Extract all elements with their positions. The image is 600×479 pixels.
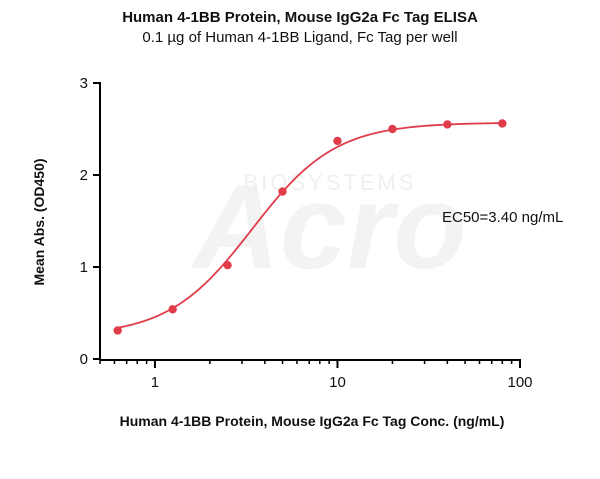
data-point xyxy=(443,120,452,129)
axes: 0 1 2 3 1 10 100 xyxy=(80,75,533,391)
watermark: Acro BIOSYSTEMS xyxy=(190,160,466,294)
watermark-text: BIOSYSTEMS xyxy=(243,170,416,195)
ec50-annotation: EC50=3.40 ng/mL xyxy=(442,209,563,226)
x-tick-label: 10 xyxy=(329,374,346,391)
x-tick-label: 100 xyxy=(507,374,532,391)
data-point xyxy=(113,326,122,335)
y-tick-label: 2 xyxy=(80,167,88,184)
data-point xyxy=(168,305,177,314)
data-point xyxy=(333,136,342,146)
chart-title: Human 4-1BB Protein, Mouse IgG2a Fc Tag … xyxy=(122,9,478,26)
x-tick-label: 1 xyxy=(151,374,159,391)
data-point xyxy=(278,187,287,196)
watermark-logo: Acro xyxy=(190,160,466,294)
x-axis-label: Human 4-1BB Protein, Mouse IgG2a Fc Tag … xyxy=(120,413,505,429)
data-point xyxy=(223,260,232,270)
data-points xyxy=(113,119,507,335)
y-axis-label: Mean Abs. (OD450) xyxy=(31,158,47,285)
y-tick-label: 0 xyxy=(80,351,88,368)
data-point xyxy=(388,124,397,134)
y-tick-label: 3 xyxy=(80,75,88,92)
y-tick-label: 1 xyxy=(80,259,88,276)
chart-subtitle: 0.1 µg of Human 4-1BB Ligand, Fc Tag per… xyxy=(142,29,458,46)
data-point xyxy=(498,119,507,128)
fit-curve xyxy=(117,122,503,329)
